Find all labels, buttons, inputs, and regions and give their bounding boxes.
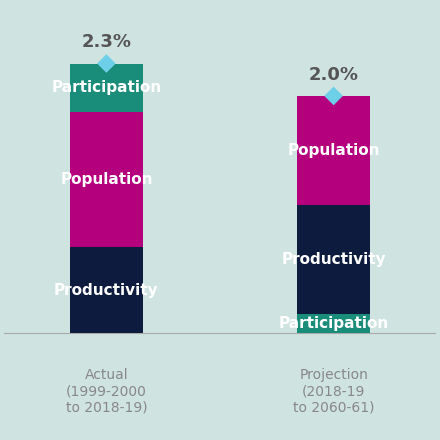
Text: 2.3%: 2.3% [81, 33, 132, 51]
Point [103, 60, 110, 67]
Text: Participation: Participation [279, 316, 389, 331]
Text: 2.0%: 2.0% [308, 66, 359, 84]
Text: Participation: Participation [51, 81, 161, 95]
Bar [70, 112, 143, 247]
Text: Productivity: Productivity [54, 282, 159, 297]
Bar [70, 63, 143, 112]
Text: Productivity: Productivity [281, 252, 386, 267]
Text: Projection
(2018-19
to 2060-61): Projection (2018-19 to 2060-61) [293, 368, 374, 415]
Bar [297, 314, 370, 334]
Text: Population: Population [60, 172, 153, 187]
Bar [297, 96, 370, 205]
Point [330, 92, 337, 99]
Bar [297, 205, 370, 314]
Text: Population: Population [287, 143, 380, 158]
Text: Actual
(1999-2000
to 2018-19): Actual (1999-2000 to 2018-19) [66, 368, 147, 415]
Bar [70, 247, 143, 334]
